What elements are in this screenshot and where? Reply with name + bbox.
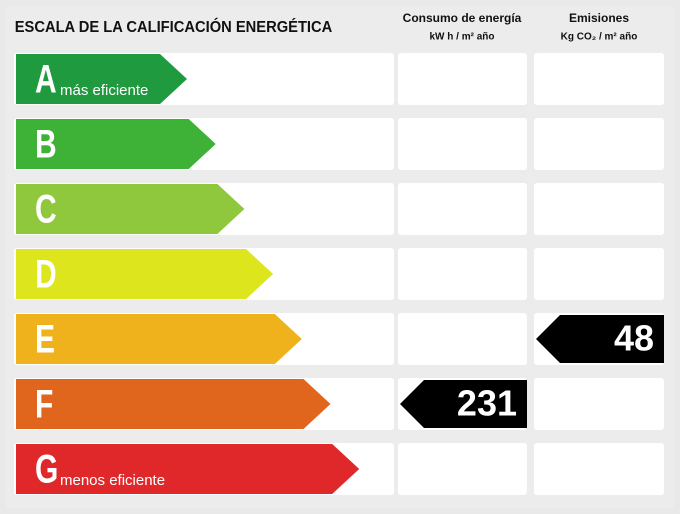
value-cell [534, 443, 664, 495]
value-cell [534, 378, 664, 430]
value-cell [398, 53, 527, 105]
rating-arrow [16, 184, 245, 234]
rating-arrow [16, 249, 274, 299]
title: ESCALA DE LA CALIFICACIÓN ENERGÉTICA [15, 18, 333, 37]
value-cell [534, 183, 664, 235]
value-cell [398, 443, 527, 495]
rating-letter: C [35, 187, 57, 231]
rating-value: 231 [457, 383, 517, 424]
rating-marker [536, 315, 664, 363]
rating-arrow [16, 379, 331, 429]
rating-value: 48 [614, 318, 654, 359]
rating-arrow [16, 119, 216, 169]
value-cell [534, 248, 664, 300]
rating-letter: A [35, 57, 57, 101]
column-unit: kW h / m² año [430, 32, 495, 43]
value-cell [534, 53, 664, 105]
rating-letter: B [35, 122, 57, 166]
rating-letter: D [35, 252, 57, 296]
rating-letter: F [35, 382, 53, 426]
rating-marker [400, 380, 527, 428]
rating-note: más eficiente [60, 82, 148, 99]
column-unit: Kg CO₂ / m² año [561, 32, 638, 43]
value-cell [398, 313, 527, 365]
rating-arrow [16, 444, 360, 494]
rating-letter: E [35, 317, 55, 361]
rating-arrow [16, 54, 187, 104]
value-cell [534, 118, 664, 170]
value-cell [398, 248, 527, 300]
column-title: Emisiones [569, 11, 629, 25]
rating-arrow [16, 314, 302, 364]
value-cell [398, 118, 527, 170]
rating-letter: G [35, 447, 58, 491]
rating-note: menos eficiente [60, 472, 165, 489]
value-cell [398, 183, 527, 235]
column-title: Consumo de energía [403, 11, 522, 25]
